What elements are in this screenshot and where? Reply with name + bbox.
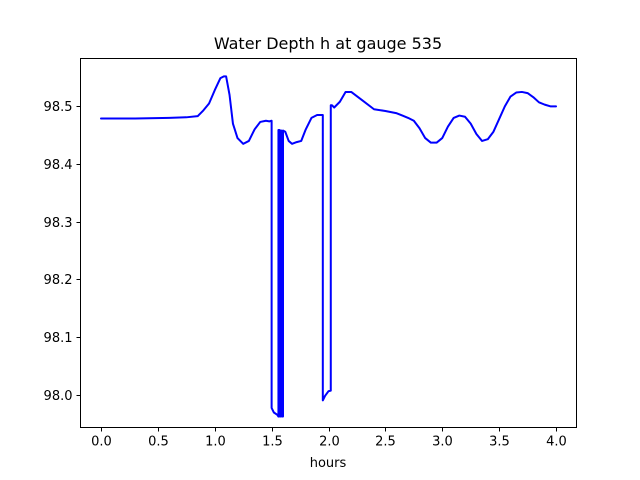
x-tick-label: 3.5 xyxy=(489,435,510,450)
series-line-0 xyxy=(99,75,558,418)
y-axis: 98.0 98.1 98.2 98.3 98.4 98.5 xyxy=(44,100,81,404)
y-tick-label: 98.4 xyxy=(44,158,73,173)
x-tick-label: 4.0 xyxy=(546,435,567,450)
x-tick-label: 2.0 xyxy=(319,435,340,450)
x-tick-label: 2.5 xyxy=(375,435,396,450)
y-tick-label: 98.2 xyxy=(44,273,73,288)
chart-title: Water Depth h at gauge 535 xyxy=(214,34,442,53)
y-tick-label: 98.3 xyxy=(44,216,73,231)
x-tick-label: 3.0 xyxy=(432,435,453,450)
x-tick-label: 0.0 xyxy=(91,435,112,450)
y-tick-label: 98.0 xyxy=(44,389,73,404)
x-tick-label: 0.5 xyxy=(148,435,169,450)
x-axis: 0.0 0.5 1.0 1.5 2.0 2.5 3.0 3.5 4.0 xyxy=(91,427,567,450)
x-tick-label: 1.0 xyxy=(205,435,226,450)
x-axis-label: hours xyxy=(310,456,347,471)
x-tick-label: 1.5 xyxy=(262,435,283,450)
plot-frame xyxy=(80,58,577,428)
series-layer xyxy=(99,75,558,418)
y-tick-label: 98.5 xyxy=(44,100,73,115)
y-tick-label: 98.1 xyxy=(44,331,73,346)
